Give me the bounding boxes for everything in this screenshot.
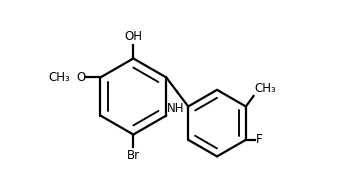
Text: CH₃: CH₃ (48, 71, 70, 84)
Text: Br: Br (127, 149, 140, 162)
Text: OH: OH (124, 30, 142, 43)
Text: O: O (76, 71, 85, 84)
Text: CH₃: CH₃ (255, 82, 276, 95)
Text: NH: NH (166, 102, 184, 115)
Text: F: F (256, 133, 263, 146)
